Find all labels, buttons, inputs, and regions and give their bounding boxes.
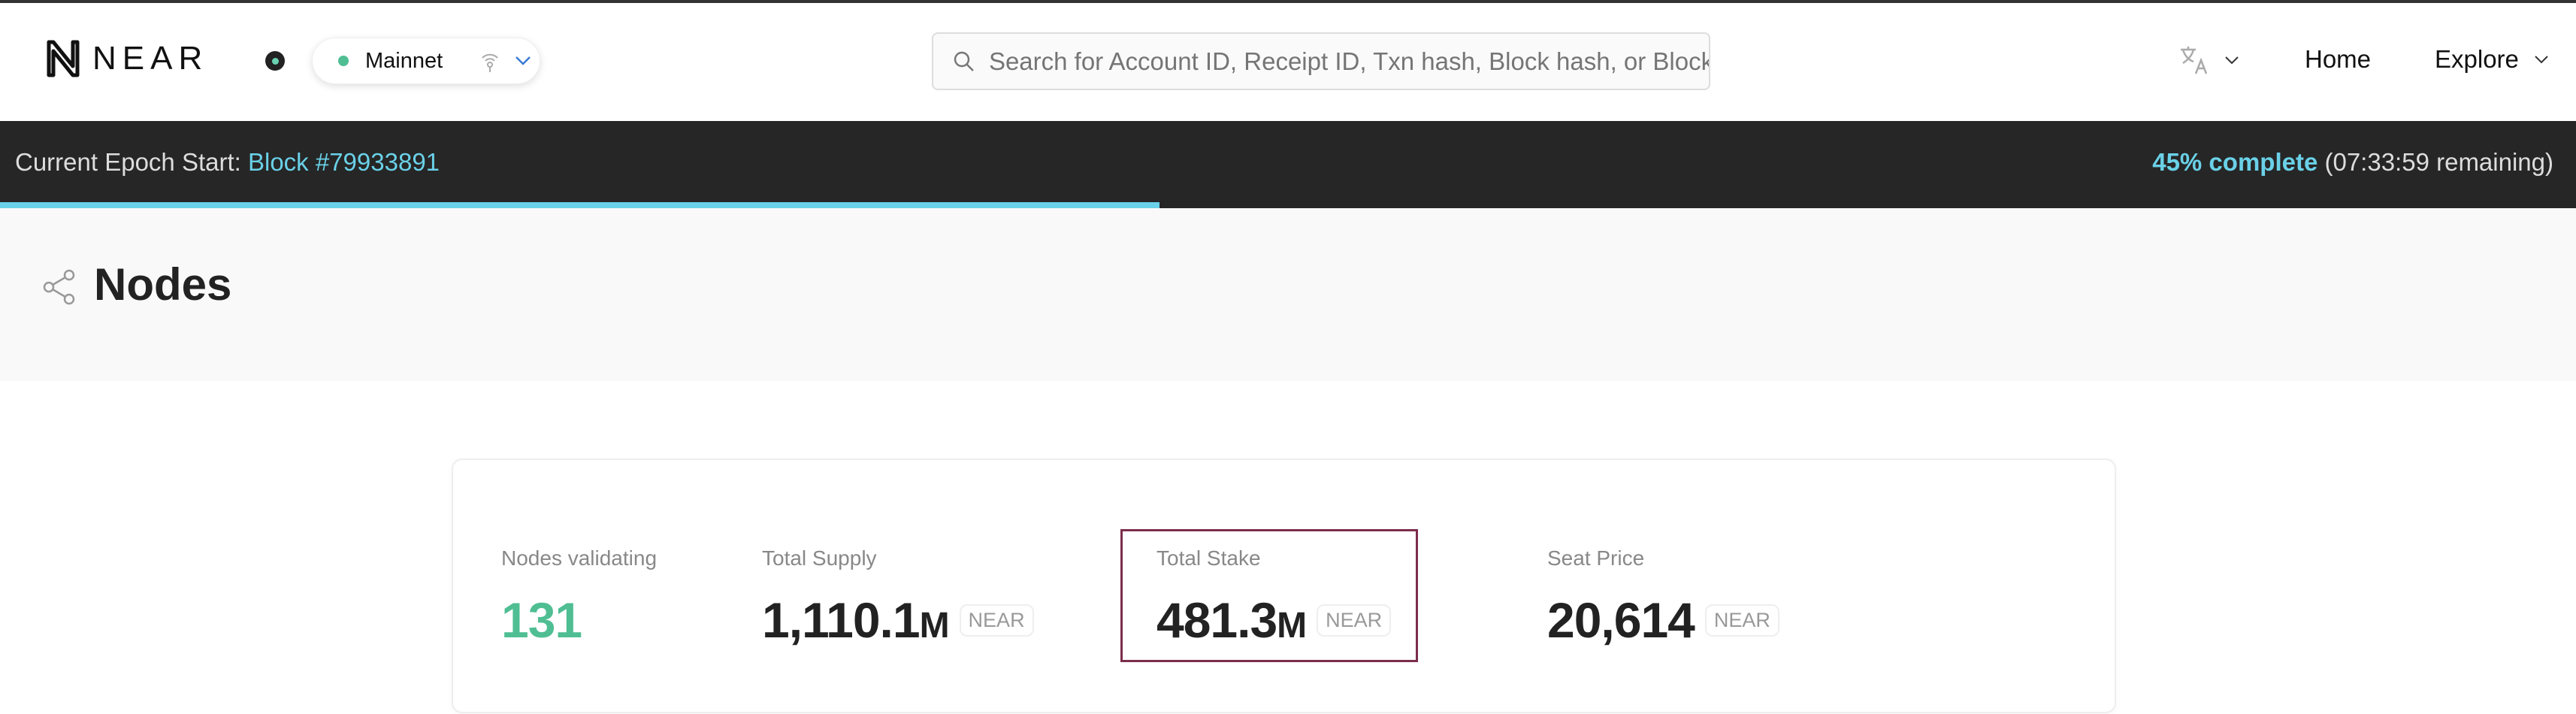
search-input[interactable] bbox=[988, 47, 1709, 76]
search-box[interactable] bbox=[932, 32, 1710, 90]
share-icon[interactable] bbox=[42, 268, 77, 306]
status-dot-button[interactable] bbox=[265, 51, 285, 71]
stat-value: 131 bbox=[501, 592, 582, 648]
nav-home[interactable]: Home bbox=[2305, 45, 2371, 74]
near-logo-icon bbox=[47, 40, 80, 77]
stat-value: 20,614 bbox=[1547, 592, 1695, 648]
stat-unit: M bbox=[919, 606, 950, 646]
stat-unit: M bbox=[1277, 606, 1307, 646]
epoch-block-link[interactable]: Block #79933891 bbox=[247, 148, 440, 176]
near-badge: NEAR bbox=[1704, 604, 1779, 637]
stat-label: Seat Price bbox=[1547, 546, 1645, 570]
epoch-start: Current Epoch Start: Block #79933891 bbox=[15, 148, 440, 177]
chevron-down-icon bbox=[2535, 56, 2548, 64]
status-dot-icon bbox=[271, 57, 279, 65]
epoch-bar: Current Epoch Start: Block #79933891 45%… bbox=[0, 121, 2576, 208]
page-header bbox=[0, 208, 2576, 381]
epoch-progress-bar bbox=[0, 202, 1160, 208]
near-logo[interactable]: NEAR bbox=[46, 39, 208, 78]
page-title: Nodes bbox=[94, 259, 232, 310]
epoch-complete: 45% complete bbox=[2152, 148, 2318, 176]
logo-text: NEAR bbox=[92, 40, 209, 77]
epoch-remaining: (07:33:59 remaining) bbox=[2324, 148, 2553, 176]
wifi-icon bbox=[482, 53, 498, 72]
near-badge: NEAR bbox=[959, 604, 1034, 637]
stat-total-supply: Total Supply 1,110.1M NEAR bbox=[762, 546, 1034, 649]
stat-label: Total Stake bbox=[1156, 546, 1261, 570]
stat-value: 1,110.1 bbox=[762, 592, 921, 648]
translate-icon bbox=[2181, 47, 2208, 74]
chevron-down-icon bbox=[516, 56, 531, 65]
stat-seat-price: Seat Price 20,614 NEAR bbox=[1547, 546, 1779, 649]
header: NEAR Mainnet Home Explore bbox=[0, 3, 2576, 121]
network-label: Mainnet bbox=[365, 48, 443, 73]
stat-nodes-validating: Nodes validating 131 bbox=[501, 546, 657, 649]
stat-value: 481.3 bbox=[1156, 592, 1277, 648]
nav-explore-label: Explore bbox=[2435, 45, 2519, 73]
near-badge: NEAR bbox=[1317, 604, 1392, 637]
stat-label: Total Supply bbox=[762, 546, 877, 570]
epoch-label: Current Epoch Start: bbox=[15, 148, 241, 176]
chevron-down-icon bbox=[2225, 56, 2239, 65]
nav-explore[interactable]: Explore bbox=[2435, 45, 2549, 74]
network-status-icon bbox=[338, 56, 349, 66]
highlight-box bbox=[1120, 529, 1418, 662]
stat-total-stake: Total Stake 481.3M NEAR bbox=[1156, 546, 1392, 649]
nav-home-label: Home bbox=[2305, 45, 2372, 73]
network-selector[interactable]: Mainnet bbox=[312, 38, 540, 84]
stat-label: Nodes validating bbox=[501, 546, 658, 570]
epoch-status: 45% complete (07:33:59 remaining) bbox=[2152, 148, 2553, 177]
stats-card: Nodes validating 131 Total Supply 1,110.… bbox=[452, 458, 2116, 713]
language-selector[interactable] bbox=[2179, 45, 2239, 75]
search-icon bbox=[954, 51, 974, 71]
